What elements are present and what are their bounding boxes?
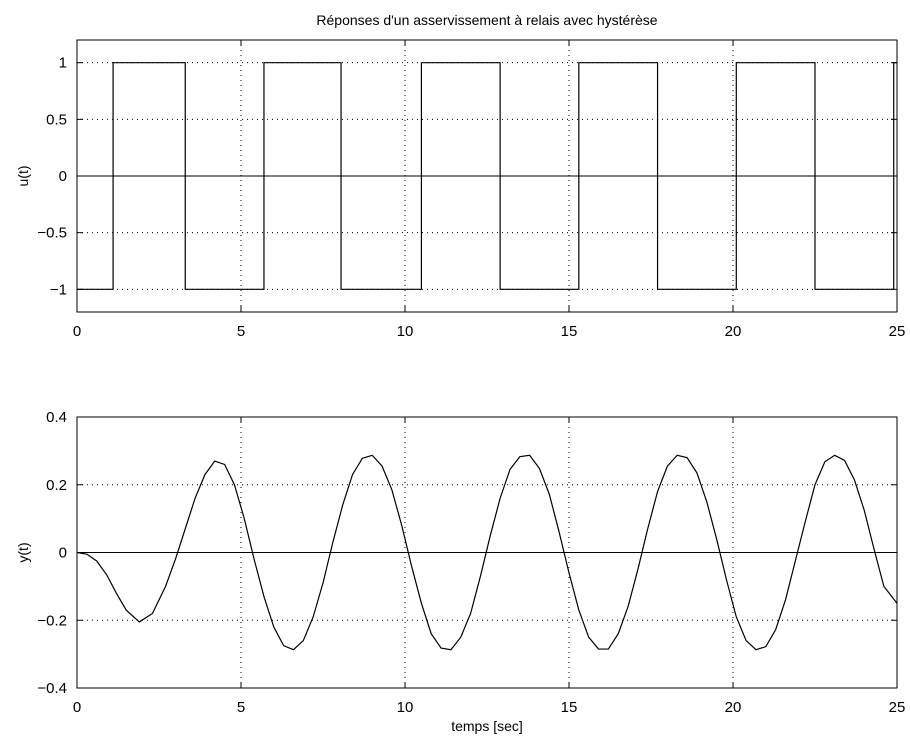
- y-tick-label: −0.2: [37, 612, 67, 629]
- y-tick-label: 0.5: [46, 111, 67, 128]
- x-tick-label: 25: [889, 323, 906, 340]
- top-y-axis-label: u(t): [15, 166, 31, 187]
- y-tick-label: −0.5: [37, 225, 67, 242]
- y-tick-label: 0.4: [46, 409, 67, 426]
- x-tick-label: 0: [73, 699, 81, 716]
- bottom-y-ticks: −0.4 −0.2 0 0.2 0.4: [37, 409, 897, 697]
- top-panel: 0 5 10 15 20 25 −1 −0.5 0 0.5 1 Réponses d'un ass…: [15, 12, 905, 340]
- x-tick-label: 15: [561, 699, 578, 716]
- x-tick-label: 10: [397, 699, 414, 716]
- x-tick-label: 20: [725, 323, 742, 340]
- x-tick-label: 5: [237, 699, 245, 716]
- x-tick-label: 20: [725, 699, 742, 716]
- top-x-ticks: 0 5 10 15 20 25: [73, 40, 906, 340]
- bottom-panel: 0 5 10 15 20 25 −0.4 −0.2 0 0.2 0.4 temps [sec] y…: [15, 409, 905, 734]
- chart-title: Réponses d'un asservissement à relais av…: [316, 12, 657, 28]
- x-tick-label: 10: [397, 323, 414, 340]
- x-tick-label: 0: [73, 323, 81, 340]
- y-tick-label: −1: [50, 281, 67, 298]
- bottom-x-axis-label: temps [sec]: [451, 718, 523, 734]
- x-tick-label: 5: [237, 323, 245, 340]
- u-signal-line: [77, 62, 897, 290]
- y-tick-label: −0.4: [37, 680, 67, 697]
- y-tick-label: 0.2: [46, 477, 67, 494]
- y-tick-label: 1: [59, 55, 67, 72]
- x-tick-label: 25: [889, 699, 906, 716]
- bottom-y-axis-label: y(t): [15, 542, 31, 562]
- y-response-line: [76, 454, 898, 651]
- top-y-ticks: −1 −0.5 0 0.5 1: [37, 55, 897, 298]
- y-tick-label: 0: [59, 168, 67, 185]
- bottom-x-ticks: 0 5 10 15 20 25: [73, 417, 906, 716]
- x-tick-label: 15: [561, 323, 578, 340]
- y-tick-label: 0: [59, 545, 67, 562]
